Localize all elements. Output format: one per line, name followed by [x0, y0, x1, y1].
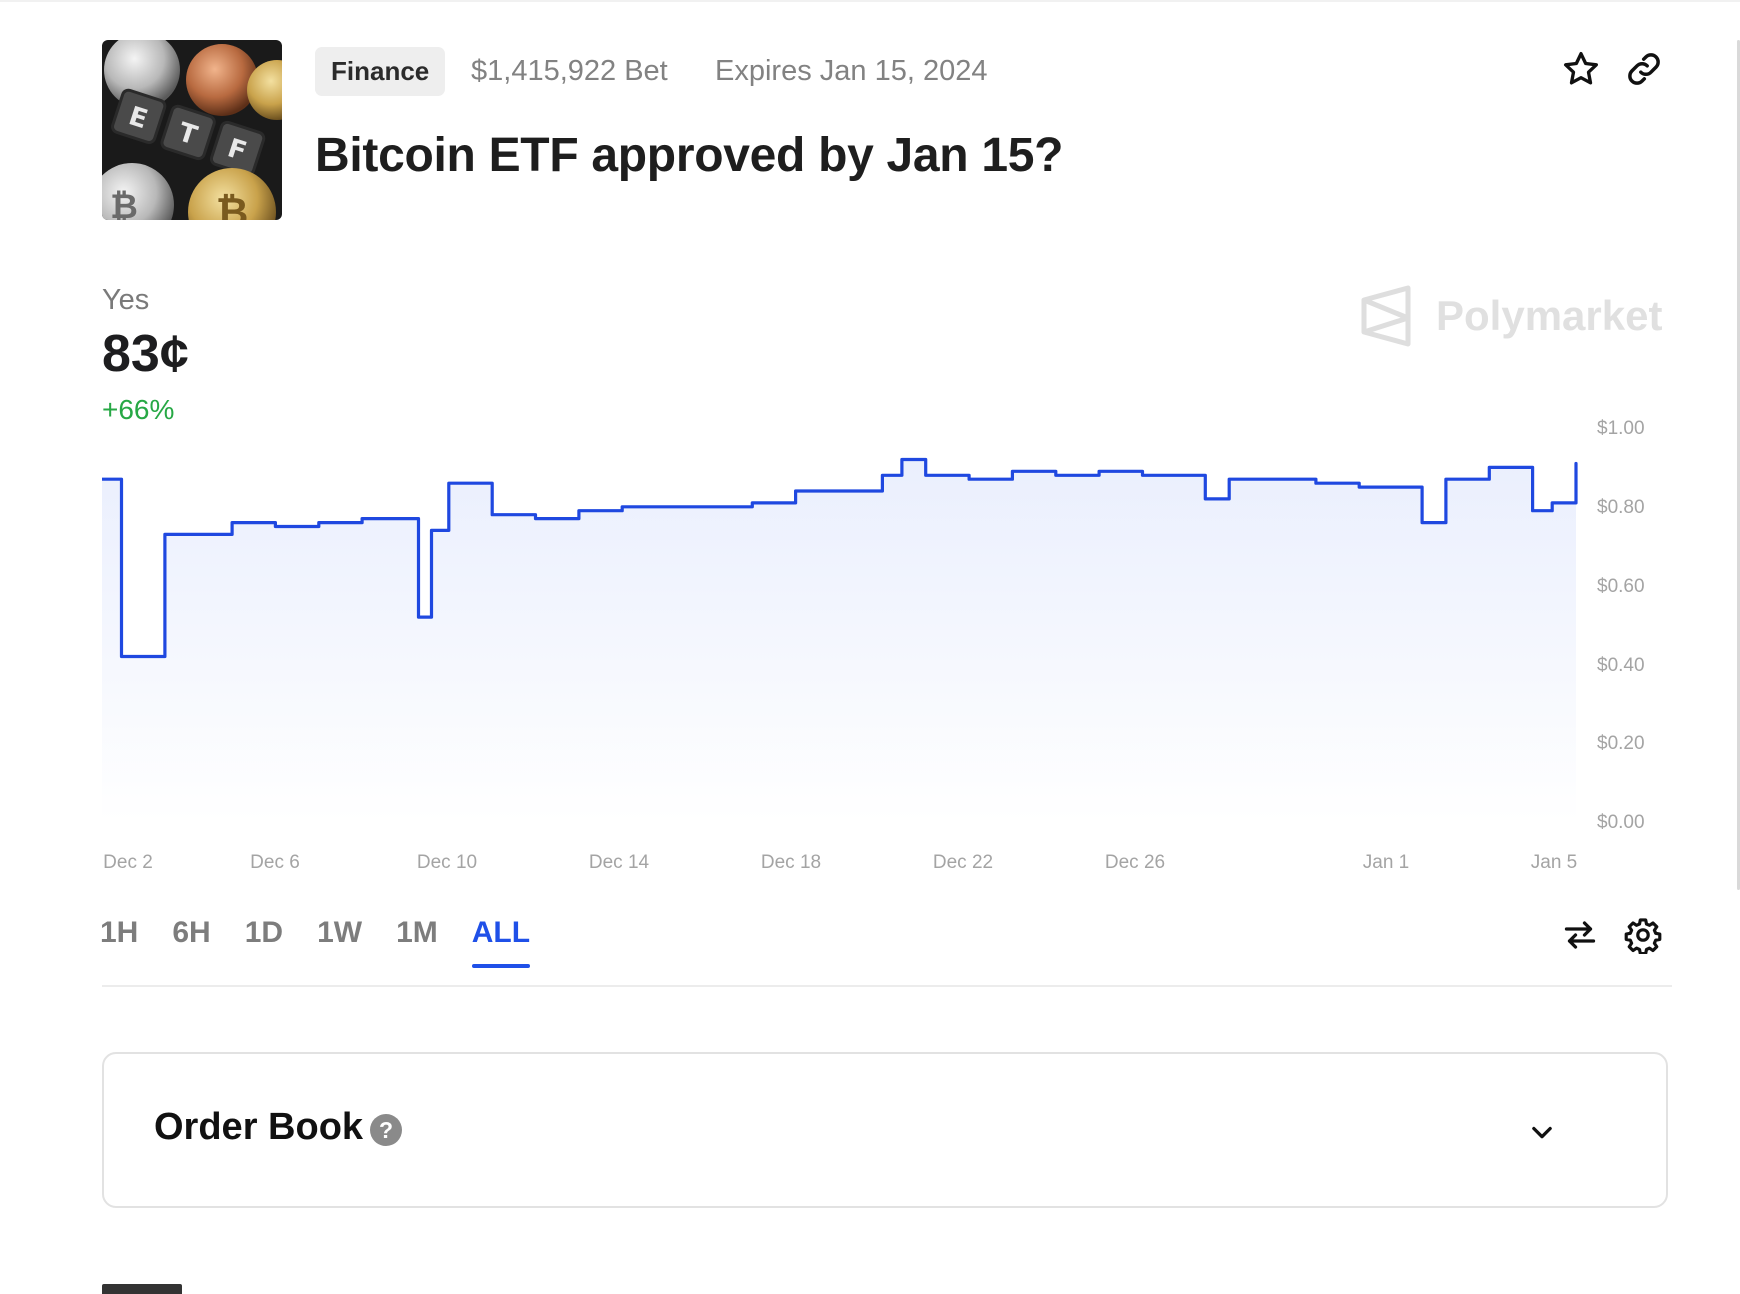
price-line-series	[102, 457, 1578, 659]
help-icon[interactable]: ?	[370, 1114, 402, 1146]
star-icon	[1564, 52, 1598, 85]
tab-6h[interactable]: 6H	[172, 916, 211, 949]
x-tick-label: Dec 2	[103, 852, 153, 873]
next-section-heading	[102, 1284, 182, 1294]
market-thumbnail: E T F ₿ ₿	[102, 40, 282, 220]
x-tick-label: Jan 1	[1362, 852, 1410, 873]
x-tick-label: Jan 5	[1530, 852, 1578, 873]
section-divider	[102, 985, 1672, 987]
outcome-label: Yes	[102, 284, 150, 316]
gear-icon	[1624, 918, 1662, 954]
expiry-text: Expires Jan 15, 2024	[715, 55, 988, 87]
watermark-text: Polymarket	[1436, 292, 1663, 339]
x-tick-label: Dec 6	[250, 852, 300, 873]
order-book-panel[interactable]: Order Book ?	[102, 1052, 1668, 1208]
x-tick-label: Dec 10	[416, 852, 478, 873]
y-tick-label: $0.00	[1597, 812, 1645, 830]
price-change: +66%	[102, 394, 175, 425]
link-icon	[1628, 53, 1660, 85]
page-title: Bitcoin ETF approved by Jan 15?	[315, 129, 1064, 182]
y-axis: $1.00 $0.80 $0.60 $0.40 $0.20 $0.00	[1597, 418, 1645, 830]
tab-1w[interactable]: 1W	[317, 916, 363, 949]
chart-settings-button[interactable]	[1618, 910, 1668, 960]
swap-outcome-button[interactable]	[1555, 910, 1605, 960]
price-chart[interactable]: $1.00 $0.80 $0.60 $0.40 $0.20 $0.00	[0, 410, 1740, 830]
tab-all[interactable]: ALL	[471, 916, 531, 968]
expand-toggle[interactable]	[1520, 1110, 1564, 1154]
y-tick-label: $0.60	[1597, 576, 1645, 597]
svg-text:₿: ₿	[216, 190, 249, 220]
order-book-title: Order Book	[154, 1106, 364, 1148]
x-tick-label: Dec 18	[760, 852, 822, 873]
svg-text:₿: ₿	[110, 187, 138, 220]
y-tick-label: $0.20	[1597, 733, 1645, 754]
price-area	[102, 459, 1576, 822]
y-tick-label: $1.00	[1597, 418, 1645, 439]
favorite-button[interactable]	[1556, 44, 1606, 94]
tab-1h[interactable]: 1H	[100, 916, 139, 949]
x-tick-label: Dec 26	[1104, 852, 1166, 873]
category-chip[interactable]: Finance	[315, 47, 446, 96]
top-divider	[0, 0, 1740, 2]
side-panel-edge	[1737, 40, 1740, 890]
share-link-button[interactable]	[1619, 44, 1669, 94]
polymarket-logo-icon	[1361, 285, 1411, 347]
x-tick-label: Dec 22	[932, 852, 994, 873]
tab-1m[interactable]: 1M	[396, 916, 438, 949]
x-tick-label: Dec 14	[588, 852, 650, 873]
outcome-price: 83¢	[102, 325, 189, 383]
swap-arrows-icon	[1564, 921, 1596, 949]
y-tick-label: $0.80	[1597, 497, 1645, 518]
tab-1d[interactable]: 1D	[244, 916, 284, 949]
time-range-tabs: 1H 6H 1D 1W 1M ALL	[100, 916, 564, 968]
polymarket-watermark: Polymarket	[1358, 284, 1662, 348]
chevron-down-icon	[1532, 1126, 1552, 1139]
y-tick-label: $0.40	[1597, 655, 1645, 676]
volume-text: $1,415,922 Bet	[471, 55, 668, 87]
